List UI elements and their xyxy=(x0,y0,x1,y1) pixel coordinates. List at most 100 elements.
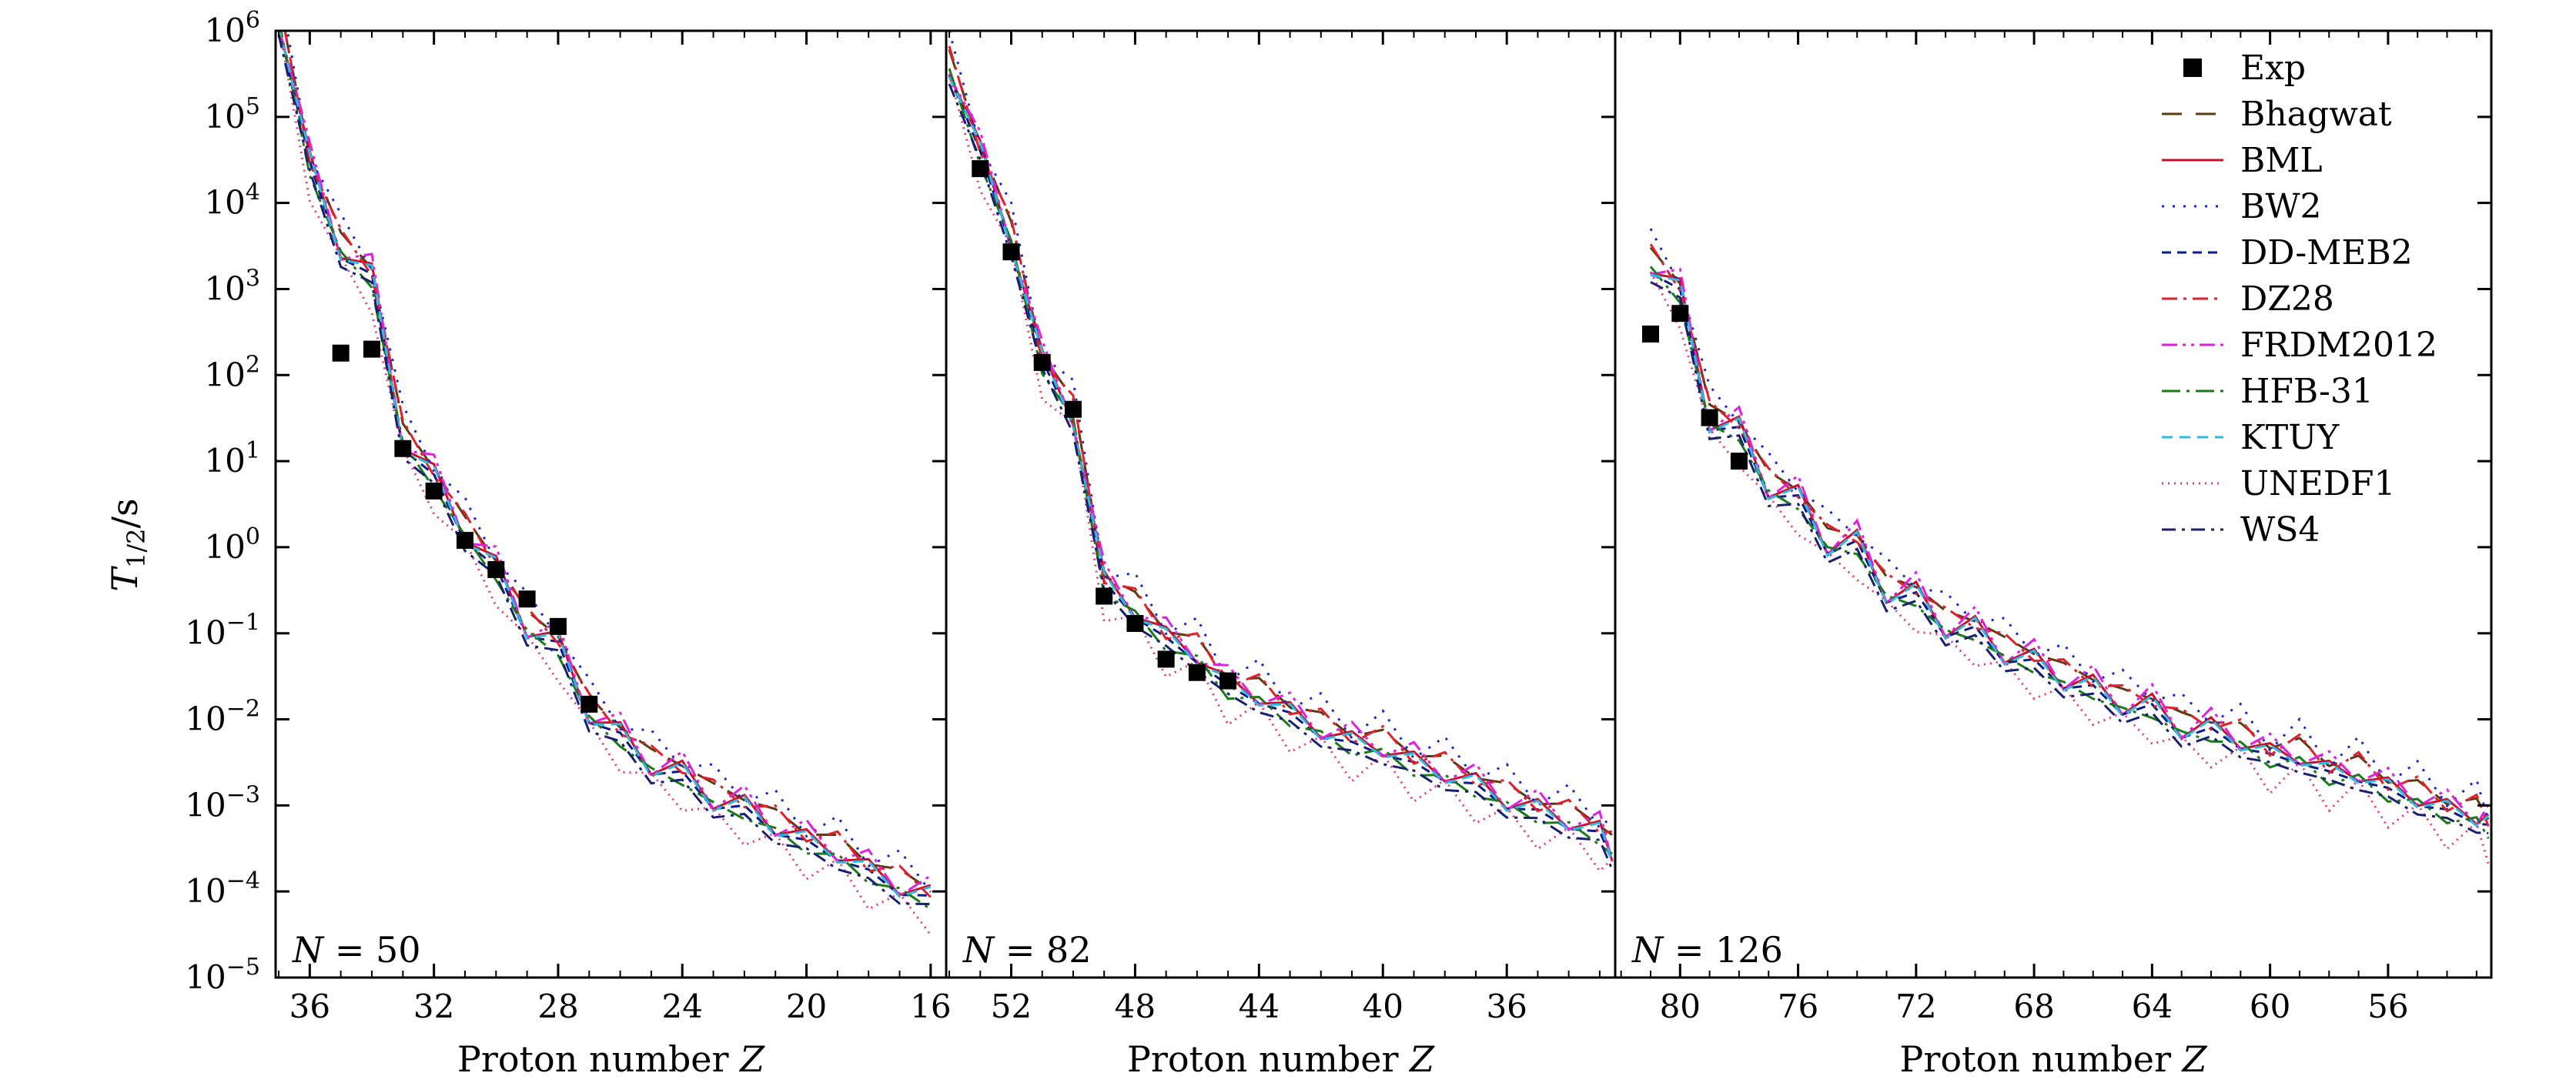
series-line-hfb-31-82 xyxy=(948,68,1613,855)
exp-point xyxy=(518,590,536,608)
series-line-bw2-50 xyxy=(286,31,932,893)
x-tick-label: 36 xyxy=(289,988,330,1025)
x-tick-label: 80 xyxy=(1660,988,1701,1025)
panel-label-var: N xyxy=(1631,929,1664,971)
series-line-dz28-50 xyxy=(283,31,932,898)
panel-label-value: = 50 xyxy=(323,929,420,971)
x-tick-label: 20 xyxy=(786,988,827,1025)
y-axis-label: T1/2/s xyxy=(104,498,151,591)
y-tick-label: 10−4 xyxy=(185,867,260,910)
exp-point xyxy=(1096,587,1113,605)
exp-point xyxy=(425,482,443,500)
exp-point xyxy=(1701,409,1718,426)
series-line-bw2-82 xyxy=(948,31,1614,830)
exp-point xyxy=(1157,650,1175,668)
panel-frame xyxy=(945,29,1617,979)
panel-126-series xyxy=(1649,228,2490,865)
legend-label: UNEDF1 xyxy=(2240,464,2396,503)
series-line-dd-meb2-50 xyxy=(278,31,931,897)
legend-entry-bml: BML xyxy=(2162,141,2323,180)
exp-point xyxy=(549,617,567,635)
legend-label: WS4 xyxy=(2240,510,2320,550)
y-tick-label: 10−5 xyxy=(185,954,260,996)
exp-point xyxy=(1219,672,1237,690)
x-tick-label: 72 xyxy=(1895,988,1936,1025)
legend-entry-hfb-31: HFB-31 xyxy=(2162,372,2374,411)
x-axis-label-text: Proton number xyxy=(1127,1038,1410,1080)
exp-point xyxy=(580,695,598,713)
series-line-ws4-50 xyxy=(277,34,931,905)
exp-point xyxy=(1671,305,1689,323)
series-line-hfb-31-50 xyxy=(279,31,932,911)
y-tick-label: 100 xyxy=(204,523,260,566)
series-line-ktuy-82 xyxy=(948,76,1614,863)
y-tick-label: 102 xyxy=(204,351,260,393)
series-line-ktuy-50 xyxy=(278,31,932,898)
y-tick-label: 10−3 xyxy=(185,781,260,824)
series-line-frdm2012-82 xyxy=(948,75,1614,862)
panel-label: N = 82 xyxy=(962,929,1092,971)
panel-label: N = 126 xyxy=(1631,929,1783,971)
x-tick-label: 76 xyxy=(1778,988,1818,1025)
legend-label: KTUY xyxy=(2240,418,2340,457)
exp-point xyxy=(363,340,381,358)
x-tick-label: 56 xyxy=(2367,988,2408,1025)
legend-marker xyxy=(2183,58,2202,77)
x-axis-label: Proton number Z xyxy=(1127,1038,1435,1080)
x-tick-label: 48 xyxy=(1115,988,1156,1025)
x-tick-label: 36 xyxy=(1486,988,1527,1025)
y-axis-label-unit: /s xyxy=(104,498,146,528)
series-line-hfb-31-126 xyxy=(1649,266,2490,839)
series-line-dz28-82 xyxy=(948,45,1613,834)
exp-point xyxy=(1033,353,1051,371)
series-line-dd-meb2-82 xyxy=(948,75,1614,861)
series-line-bhagwat-50 xyxy=(283,31,932,891)
exp-point xyxy=(1002,243,1020,261)
x-tick-label: 64 xyxy=(2132,988,2173,1025)
panel-frame xyxy=(274,29,948,979)
x-tick-label: 32 xyxy=(413,988,454,1025)
series-line-ws4-126 xyxy=(1650,281,2489,834)
legend-label: DD-MEB2 xyxy=(2240,233,2413,272)
series-line-dz28-126 xyxy=(1649,243,2490,827)
series-line-ws4-82 xyxy=(948,83,1614,870)
legend-entry-bw2: BW2 xyxy=(2162,187,2322,226)
legend-entry-frdm2012: FRDM2012 xyxy=(2162,326,2437,365)
exp-point xyxy=(1064,400,1082,418)
legend-label: BW2 xyxy=(2240,187,2322,226)
legend-label: Exp xyxy=(2240,48,2306,88)
panel-label-value: = 126 xyxy=(1663,929,1783,971)
panel-label-value: = 82 xyxy=(994,929,1091,971)
x-tick-label: 60 xyxy=(2250,988,2290,1025)
exp-point xyxy=(456,532,473,550)
x-tick-label: 28 xyxy=(537,988,578,1025)
series-line-bhagwat-126 xyxy=(1649,246,2490,821)
chart-panels: 36 32 28 24 20 16 N = 50 Proton number Z 52 48 44 4… xyxy=(185,7,2493,1080)
legend-label: Bhagwat xyxy=(2240,95,2392,134)
legend-entry-exp: Exp xyxy=(2183,48,2306,88)
x-tick-label: 44 xyxy=(1239,988,1280,1025)
panel-50: 36 32 28 24 20 16 N = 50 Proton number Z xyxy=(274,29,952,1080)
legend-label: FRDM2012 xyxy=(2240,326,2437,365)
panel-126: 80 76 72 68 64 60 56 N = 126 Proton number Z xyxy=(1614,29,2493,1080)
y-tick-label: 104 xyxy=(204,179,260,222)
exp-point xyxy=(332,344,350,362)
exp-point xyxy=(487,560,505,578)
x-axis-label-var: Z xyxy=(1408,1038,1435,1080)
legend-label: DZ28 xyxy=(2240,279,2334,319)
exp-point xyxy=(394,440,412,457)
y-tick-label: 10−2 xyxy=(185,696,260,738)
series-line-unedf1-50 xyxy=(278,31,932,936)
series-line-dd-meb2-126 xyxy=(1650,272,2489,826)
y-tick-label: 101 xyxy=(204,437,260,480)
y-tick-label: 105 xyxy=(204,93,260,135)
legend-entry-ktuy: KTUY xyxy=(2162,418,2340,457)
y-tick-label: 106 xyxy=(204,7,260,49)
x-axis-label-text: Proton number xyxy=(457,1038,740,1080)
x-axis-label: Proton number Z xyxy=(1899,1038,2207,1080)
legend-entry-ws4: WS4 xyxy=(2162,510,2320,550)
y-axis-label-sub: 1/2 xyxy=(122,528,151,568)
y-axis-label-main: T xyxy=(104,566,146,592)
y-tick-label: 10−1 xyxy=(185,610,260,652)
